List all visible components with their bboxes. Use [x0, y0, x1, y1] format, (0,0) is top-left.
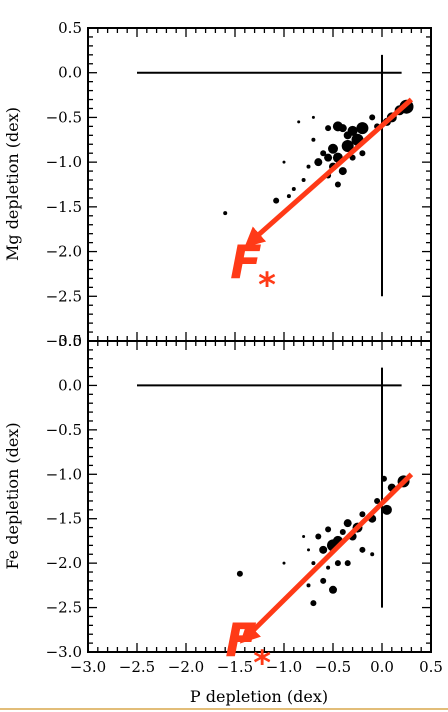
data-point: [328, 143, 338, 154]
data-point: [223, 211, 228, 216]
fit-arrow-line: [244, 97, 414, 248]
y-tick-labels: 0.5 0.0 −0.5 −1.0 −1.5 −2.0 −2.5 −3.0: [46, 19, 82, 350]
x-tick-label: −2.5: [119, 658, 155, 676]
data-point: [380, 475, 387, 482]
y-tick-label: −3.0: [46, 643, 82, 661]
panel-fe-vs-p: 0.50.0−0.5−1.0−1.5−2.0−2.5−3.0 −3.0 −2.5−…: [3, 332, 443, 706]
data-point: [306, 583, 311, 588]
fstar-subscript: *: [253, 643, 271, 683]
reference-lines: [137, 367, 402, 608]
y-tick-label: −3.0: [46, 332, 82, 350]
y-tick-labels: 0.5 0.0 −0.5 −1.0 −1.5 −2.0 −2.5 −3.0: [46, 332, 82, 661]
data-point: [273, 197, 280, 204]
data-point: [315, 533, 322, 540]
x-tick-label: 0.5: [419, 658, 443, 676]
data-point: [297, 120, 301, 124]
x-tick-label: −0.5: [315, 658, 351, 676]
axis-ticks: [87, 27, 432, 342]
y-tick-label: −2.5: [46, 287, 82, 305]
fit-arrow: [244, 97, 414, 248]
y-tick-label: −0.5: [46, 421, 82, 439]
data-point: [381, 504, 392, 515]
data-point: [311, 561, 316, 566]
reference-lines: [137, 54, 402, 297]
data-point: [344, 560, 351, 567]
data-point: [311, 137, 316, 142]
data-point: [334, 181, 341, 188]
fstar-letter: F: [225, 613, 256, 667]
x-tick-labels: −3.0 −2.5 −2.0 −1.5 −1.0 −0.5 0.0 0.5: [70, 658, 443, 676]
data-point: [343, 519, 352, 528]
fstar-annotation: F *: [230, 235, 276, 305]
y-tick-label: −1.0: [46, 465, 82, 483]
data-point: [359, 511, 366, 518]
data-point: [369, 114, 376, 121]
fit-arrow-line: [239, 472, 414, 644]
y-axis-title: Fe depletion (dex): [3, 422, 22, 569]
data-point: [329, 585, 337, 594]
data-point: [319, 545, 328, 554]
x-tick-label: −3.0: [70, 658, 106, 676]
y-tick-label: −2.0: [46, 554, 82, 572]
data-point: [301, 178, 306, 183]
data-point: [320, 577, 327, 584]
y-tick-label: −2.5: [46, 599, 82, 617]
y-tick-label: −1.5: [46, 510, 82, 528]
data-point: [332, 121, 343, 132]
fstar-annotation: F *: [225, 613, 271, 683]
data-point: [307, 548, 310, 552]
y-tick-label: 0.0: [58, 376, 82, 394]
y-tick-label: −2.0: [46, 243, 82, 261]
data-point: [359, 546, 366, 553]
data-point: [306, 164, 311, 169]
data-point: [282, 160, 286, 164]
y-tick-label: −1.5: [46, 198, 82, 216]
y-axis-title: Mg depletion (dex): [3, 107, 22, 261]
x-axis-title: P depletion (dex): [190, 687, 328, 706]
data-point: [338, 167, 347, 176]
fstar-letter: F: [230, 235, 261, 289]
data-point: [325, 526, 332, 533]
data-point: [302, 534, 306, 538]
fstar-subscript: *: [258, 265, 276, 305]
axis-ticks: [87, 340, 432, 653]
data-point: [339, 529, 346, 536]
data-point: [236, 570, 243, 577]
y-tick-label: 0.5: [58, 332, 82, 350]
x-tick-label: −2.0: [168, 658, 204, 676]
data-point: [311, 115, 315, 119]
data-point: [282, 561, 286, 565]
data-point: [324, 153, 333, 162]
data-points: [223, 99, 414, 216]
data-point: [310, 600, 317, 607]
x-tick-label: −1.0: [266, 658, 302, 676]
y-tick-label: 0.5: [58, 19, 82, 37]
data-point: [286, 194, 291, 199]
data-point: [326, 565, 331, 570]
y-tick-label: 0.0: [58, 64, 82, 82]
y-tick-label: −1.0: [46, 153, 82, 171]
data-point: [374, 497, 381, 504]
x-tick-label: 0.0: [370, 658, 394, 676]
data-point: [370, 552, 375, 557]
data-point: [343, 131, 352, 140]
data-point: [334, 560, 341, 567]
data-point: [356, 122, 369, 135]
data-point: [341, 140, 354, 153]
panel-mg-vs-p: 0.5 0.0 −0.5 −1.0 −1.5 −2.0 −2.5 −3.0 F * Mg de…: [3, 19, 432, 350]
y-tick-label: −0.5: [46, 108, 82, 126]
data-point: [314, 158, 323, 167]
fit-arrow: [239, 472, 414, 644]
data-point: [291, 186, 296, 191]
data-point: [359, 150, 366, 157]
x-tick-label: −1.5: [217, 658, 253, 676]
plot-frame: [87, 340, 432, 653]
data-point: [320, 150, 327, 157]
data-points: [236, 475, 410, 607]
data-point: [325, 125, 332, 132]
